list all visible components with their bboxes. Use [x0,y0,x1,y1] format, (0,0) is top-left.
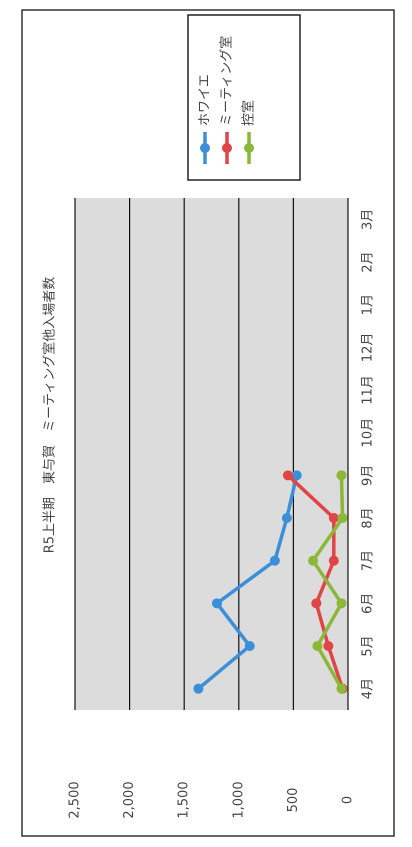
data-point [193,683,204,694]
series-line [197,474,299,691]
legend-marker [244,143,254,153]
legend-label: ホワイエ [198,74,213,126]
data-point [323,641,334,651]
data-point [282,470,293,481]
data-point [312,641,323,651]
x-tick-label: 6月 [361,593,376,614]
x-tick-label: 8月 [361,507,376,528]
x-tick-label: 7月 [361,550,376,571]
data-point [337,513,348,523]
data-point [336,598,347,609]
plot-area [75,198,348,710]
x-tick-label: 1月 [361,294,376,315]
x-tick-label: 4月 [361,678,376,699]
y-tick-label: 2,500 [68,781,83,818]
x-tick-label: 3月 [361,209,376,230]
data-point [211,598,222,609]
data-point [328,555,339,566]
data-point [336,683,347,694]
y-tick-label: 1,500 [177,781,192,818]
x-tick-label: 11月 [361,375,376,405]
data-point [269,555,280,566]
legend-label: ミーティング室 [219,36,235,126]
data-point [308,555,319,566]
series-line [310,475,345,690]
chart-title: R5上半期 東与賀 ミーティング室他入場者数 [42,277,58,554]
legend-marker [222,143,232,153]
data-point [311,598,322,609]
legend-marker [200,143,210,153]
series-line [286,474,345,690]
y-tick-label: 0 [341,796,356,804]
frame [21,9,395,837]
data-point [336,470,347,481]
data-point [281,513,292,523]
legend-label: 控室 [241,100,257,126]
y-tick-label: 2,000 [122,781,137,818]
x-tick-label: 10月 [361,418,376,448]
x-tick-label: 2月 [361,251,376,272]
x-tick-label: 9月 [361,465,376,486]
y-tick-label: 500 [286,788,301,813]
data-point [291,470,302,481]
y-tick-label: 1,000 [231,781,246,818]
x-tick-label: 12月 [361,333,376,363]
data-point [244,641,255,651]
x-tick-label: 5月 [361,635,376,656]
data-point [328,513,339,523]
